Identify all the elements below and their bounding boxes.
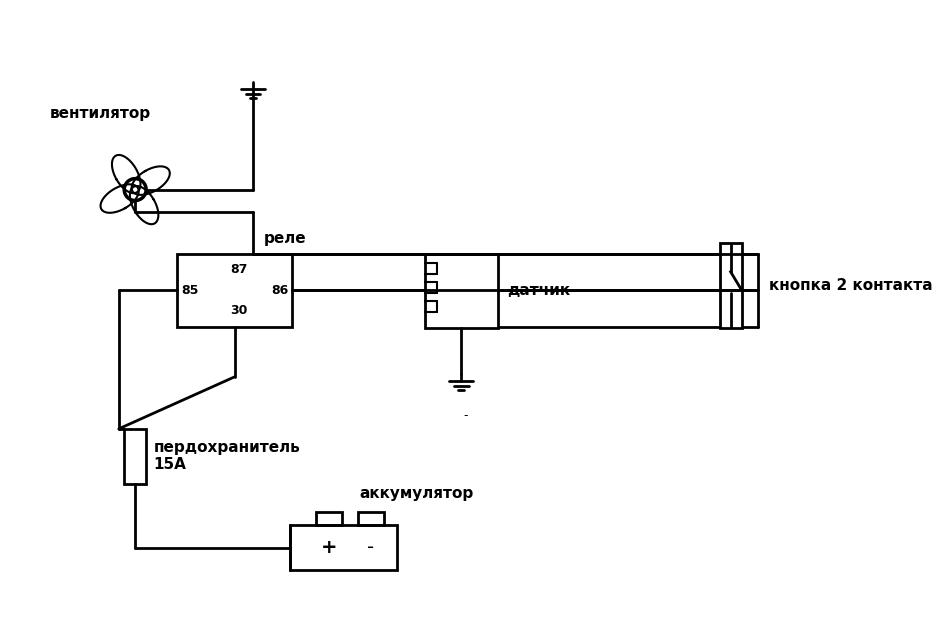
Text: 30: 30 — [230, 303, 247, 316]
Text: -: - — [463, 409, 467, 422]
Text: датчик: датчик — [506, 283, 569, 298]
Bar — [177, 254, 292, 326]
Text: вентилятор: вентилятор — [50, 107, 151, 121]
Bar — [290, 525, 396, 571]
Bar — [358, 512, 383, 525]
Bar — [315, 512, 341, 525]
Bar — [124, 429, 146, 483]
Bar — [719, 242, 741, 328]
Text: реле: реле — [263, 231, 306, 245]
Text: кнопка 2 контакта: кнопка 2 контакта — [768, 278, 932, 293]
Bar — [424, 254, 497, 328]
Text: пердохранитель
15А: пердохранитель 15А — [153, 440, 300, 472]
Text: 87: 87 — [230, 264, 247, 277]
Text: аккумулятор: аккумулятор — [360, 487, 474, 502]
Text: 86: 86 — [271, 283, 288, 297]
Text: 85: 85 — [181, 283, 198, 297]
Text: -: - — [367, 538, 374, 557]
Text: +: + — [320, 538, 337, 557]
